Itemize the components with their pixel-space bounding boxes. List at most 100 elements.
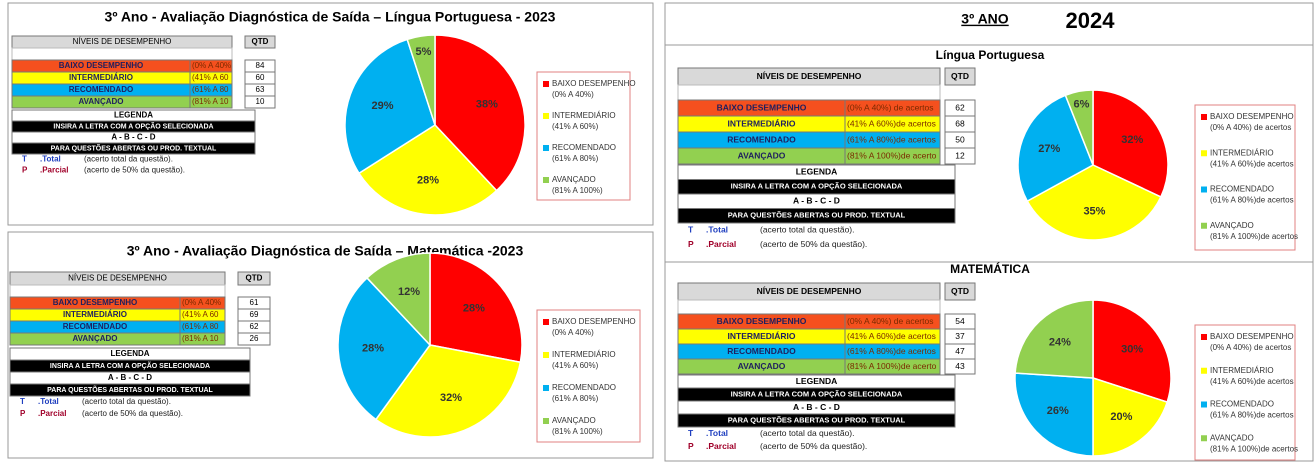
- key-letter: P: [688, 441, 694, 451]
- key-text: INSIRA A LETRA COM A OPÇÃO SELECIONADA: [731, 182, 903, 191]
- row-range: (41% A 60%)de acertos: [847, 118, 936, 128]
- legend-range: (41% A 60%)de acertos: [1210, 159, 1294, 168]
- key-letter: P: [20, 409, 26, 418]
- legend-box: [1194, 324, 1296, 461]
- row-qtd-cell: [244, 95, 276, 109]
- table-spacer: [677, 299, 941, 315]
- pie-slice: [429, 252, 523, 364]
- key-desc: (acerto de 50% da questão).: [82, 409, 183, 418]
- legend-name: AVANÇADO: [552, 416, 596, 425]
- key-row: [677, 413, 956, 428]
- legend-swatch: [543, 81, 549, 87]
- legend-name: INTERMEDIÁRIO: [1210, 366, 1274, 375]
- legend-swatch: [543, 177, 549, 183]
- legend-name: AVANÇADO: [552, 175, 596, 184]
- row-qtd: 62: [955, 102, 965, 112]
- table-header-text: QTD: [252, 37, 269, 46]
- row-qtd: 84: [256, 61, 265, 70]
- table-header-text: QTD: [246, 274, 263, 283]
- slice-label: 27%: [1038, 143, 1060, 155]
- key-desc: (acerto de 50% da questão).: [760, 239, 867, 249]
- slice-label: 28%: [362, 342, 384, 354]
- legend-name: RECOMENDADO: [1210, 400, 1274, 409]
- table-header: [944, 282, 976, 301]
- key-text: A - B - C - D: [108, 373, 152, 382]
- row-label: INTERMEDIÁRIO: [728, 118, 796, 128]
- key-desc: (acerto total da questão).: [760, 428, 855, 438]
- legend-range: (41% A 60%): [552, 122, 599, 131]
- legend-name: RECOMENDADO: [1210, 185, 1274, 194]
- row-label: BAIXO DESEMPENHO: [717, 316, 807, 326]
- row-qtd-cell: [944, 358, 976, 375]
- row-label: BAIXO DESEMPENHO: [59, 61, 143, 70]
- legend-range: (81% A 100%)de acertos: [1210, 444, 1298, 453]
- key-text: PARA QUESTÕES ABERTAS OU PROD. TEXTUAL: [47, 385, 213, 394]
- pie-slice: [406, 34, 436, 126]
- row-range: (61% A 80: [192, 85, 229, 94]
- slice-label: 28%: [463, 303, 485, 315]
- key-letter: T: [20, 397, 25, 406]
- pie-slice: [337, 276, 431, 421]
- row-qtd-cell: [237, 332, 271, 346]
- slice-label: 29%: [371, 100, 393, 112]
- legend-range: (61% A 80%): [552, 394, 599, 403]
- row-qtd: 26: [250, 334, 259, 343]
- legend-range: (0% A 40%) de acertos: [1210, 343, 1291, 352]
- table-header: [944, 67, 976, 86]
- legend-range: (81% A 100%): [552, 427, 603, 436]
- row-label: BAIXO DESEMPENHO: [53, 298, 137, 307]
- legend-name: BAIXO DESEMPENHO: [1210, 112, 1294, 121]
- key-text: LEGENDA: [114, 111, 153, 120]
- row-qtd: 43: [955, 361, 965, 371]
- row-label: INTERMEDIÁRIO: [69, 73, 133, 82]
- table-header-text: NÍVEIS DE DESEMPENHO: [757, 71, 862, 81]
- row-range-cell: [844, 147, 941, 165]
- pie-slice: [1064, 89, 1094, 166]
- key-name: .Total: [706, 428, 728, 438]
- key-name: .Total: [706, 225, 728, 235]
- key-text: PARA QUESTÕES ABERTAS OU PROD. TEXTUAL: [728, 415, 906, 424]
- slice-label: 32%: [440, 392, 462, 404]
- slice-label: 30%: [1121, 343, 1143, 355]
- pie-slice: [1092, 89, 1169, 198]
- legend-swatch: [543, 145, 549, 151]
- legend-name: AVANÇADO: [1210, 433, 1254, 442]
- row-range: (81% A 10: [192, 97, 229, 106]
- row-range: (0% A 40%: [192, 61, 231, 70]
- table-header-text: QTD: [951, 286, 969, 296]
- legend-swatch: [1201, 150, 1207, 157]
- slice-label: 35%: [1083, 205, 1105, 217]
- key-text: LEGENDA: [110, 349, 149, 358]
- table-header-text: NÍVEIS DE DESEMPENHO: [757, 286, 862, 296]
- key-text: INSIRA A LETRA COM A OPÇÃO SELECIONADA: [731, 389, 903, 398]
- legend-name: RECOMENDADO: [552, 143, 616, 152]
- table-header: [244, 35, 276, 49]
- slice-label: 32%: [1121, 134, 1143, 146]
- key-row: [9, 383, 251, 397]
- slice-label: 28%: [417, 174, 439, 186]
- row-range: (41% A 60: [182, 310, 219, 319]
- pie-slice: [434, 34, 526, 192]
- pie-slice: [1014, 299, 1094, 379]
- legend-swatch: [543, 113, 549, 119]
- row-qtd: 69: [250, 310, 259, 319]
- panel-title: MATEMÁTICA: [950, 261, 1030, 276]
- row-range-cell: [179, 332, 226, 346]
- row-qtd: 62: [250, 322, 259, 331]
- row-range: (41% A 60: [192, 73, 229, 82]
- row-range: (81% A 10: [182, 334, 219, 343]
- key-name: .Parcial: [706, 239, 736, 249]
- key-name: .Parcial: [40, 166, 68, 175]
- row-label: RECOMENDADO: [63, 322, 127, 331]
- key-text: LEGENDA: [796, 167, 838, 177]
- row-range: (81% A 100%)de acerto: [847, 150, 937, 160]
- legend-name: BAIXO DESEMPENHO: [1210, 332, 1294, 341]
- table-header: [237, 271, 271, 286]
- key-desc: (acerto total da questão).: [82, 397, 171, 406]
- legend-range: (61% A 80%): [552, 154, 599, 163]
- pie-slice: [1026, 164, 1162, 241]
- key-text: PARA QUESTÕES ABERTAS OU PROD. TEXTUAL: [51, 143, 217, 152]
- row-label: RECOMENDADO: [727, 134, 796, 144]
- key-text: A - B - C - D: [793, 196, 840, 206]
- slice-label: 6%: [1074, 98, 1090, 110]
